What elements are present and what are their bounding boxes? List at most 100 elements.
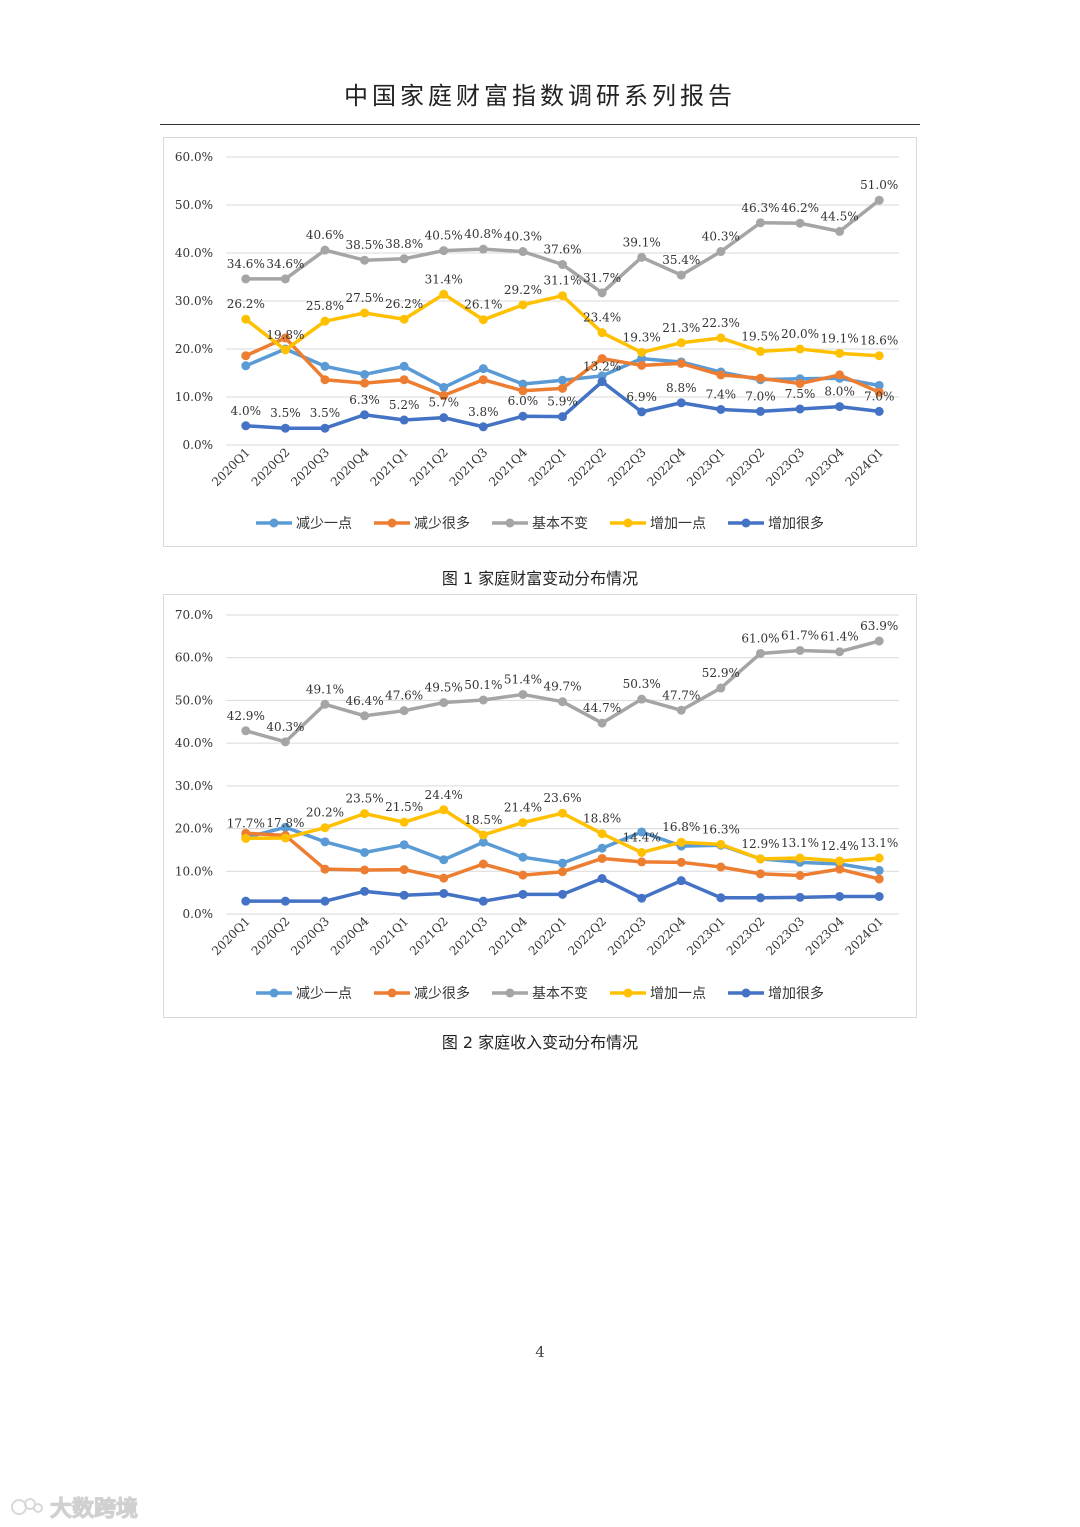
data-label-increase-slightly: 20.2% [306, 806, 344, 820]
data-label-increase-slightly: 18.8% [583, 812, 621, 826]
data-label-increase-greatly: 8.8% [666, 381, 697, 395]
data-point-unchanged [637, 694, 647, 704]
data-label-unchanged: 39.1% [623, 235, 661, 249]
data-point-unchanged [716, 683, 726, 693]
data-point-unchanged [835, 226, 845, 236]
y-tick-label: 70.0% [175, 608, 213, 622]
data-point-decrease-greatly [676, 358, 686, 368]
data-label-increase-slightly: 16.8% [662, 820, 700, 834]
legend-marker-decrease-slightly [269, 988, 279, 998]
data-label-increase-slightly: 23.5% [345, 792, 383, 806]
data-point-increase-greatly [241, 421, 251, 431]
data-point-decrease-slightly [637, 354, 647, 364]
x-tick-label: 2020Q4 [328, 914, 372, 958]
data-label-increase-slightly: 17.8% [266, 816, 304, 830]
data-point-decrease-greatly [478, 859, 488, 869]
data-label-increase-greatly: 7.4% [706, 387, 737, 401]
x-tick-label: 2020Q3 [288, 914, 332, 958]
data-point-unchanged [518, 247, 528, 257]
data-label-increase-slightly: 14.4% [623, 830, 661, 844]
data-point-increase-greatly [320, 423, 330, 433]
x-tick-label: 2022Q1 [526, 445, 570, 489]
data-point-increase-greatly [597, 377, 607, 387]
data-point-unchanged [795, 645, 805, 655]
y-tick-label: 60.0% [175, 651, 213, 665]
data-point-increase-slightly [241, 833, 251, 843]
data-label-unchanged: 34.6% [227, 257, 265, 271]
data-label-increase-greatly: 3.5% [270, 406, 301, 420]
data-point-decrease-slightly [874, 380, 884, 390]
data-label-increase-slightly: 19.3% [623, 330, 661, 344]
data-label-increase-greatly: 8.0% [824, 385, 855, 399]
figure-1-caption: 图 1 家庭财富变动分布情况 [441, 569, 639, 588]
data-point-decrease-slightly [558, 858, 567, 868]
x-tick-label: 2020Q2 [249, 445, 293, 489]
watermark: 大数跨境 [10, 1491, 139, 1523]
data-point-decrease-slightly [518, 852, 528, 862]
legend-marker-increase-greatly [741, 988, 751, 998]
data-label-unchanged: 44.5% [821, 209, 859, 223]
data-point-increase-slightly [241, 314, 251, 324]
data-point-increase-slightly [399, 817, 409, 827]
data-point-decrease-slightly [320, 361, 330, 371]
data-point-decrease-greatly [795, 871, 805, 881]
x-tick-label: 2020Q2 [249, 914, 293, 958]
data-point-decrease-greatly [399, 375, 409, 385]
data-point-decrease-greatly [320, 864, 330, 874]
data-label-unchanged: 42.9% [227, 709, 265, 723]
data-label-increase-slightly: 24.4% [425, 788, 463, 802]
y-tick-label: 50.0% [175, 693, 213, 707]
data-point-increase-slightly [558, 291, 567, 301]
data-point-decrease-slightly [399, 840, 409, 850]
data-point-increase-greatly [795, 404, 805, 414]
data-point-decrease-slightly [360, 369, 370, 379]
data-label-increase-greatly: 5.2% [389, 398, 420, 412]
data-label-unchanged: 50.1% [464, 678, 502, 692]
data-label-increase-slightly: 16.3% [702, 822, 740, 836]
x-tick-label: 2023Q1 [684, 445, 728, 489]
data-point-decrease-greatly [835, 864, 845, 874]
data-label-increase-greatly: 6.9% [626, 390, 657, 404]
data-point-increase-slightly [755, 346, 765, 356]
legend-label-decrease-greatly: 减少很多 [414, 985, 470, 1002]
x-tick-label: 2020Q4 [328, 445, 372, 489]
data-label-unchanged: 40.3% [504, 230, 542, 244]
x-tick-label: 2023Q2 [724, 914, 768, 958]
legend-marker-decrease-slightly [269, 518, 279, 528]
data-point-decrease-greatly [320, 375, 330, 385]
data-label-unchanged: 46.4% [345, 694, 383, 708]
legend-label-unchanged: 基本不变 [532, 515, 588, 532]
data-point-increase-greatly [755, 893, 765, 903]
x-tick-label: 2023Q1 [684, 914, 728, 958]
y-tick-label: 0.0% [183, 907, 214, 921]
data-point-decrease-greatly [518, 870, 528, 880]
data-point-unchanged [597, 718, 607, 728]
data-point-increase-greatly [676, 876, 686, 886]
data-point-increase-greatly [637, 407, 647, 417]
data-label-increase-greatly: 7.0% [864, 389, 895, 403]
data-point-unchanged [241, 274, 251, 284]
data-label-increase-slightly: 27.5% [345, 291, 383, 305]
data-point-unchanged [558, 697, 567, 707]
y-tick-label: 30.0% [175, 294, 213, 308]
data-point-decrease-slightly [241, 361, 251, 371]
data-point-increase-slightly [637, 347, 647, 357]
x-tick-label: 2021Q3 [447, 914, 491, 958]
x-tick-label: 2021Q2 [407, 445, 451, 489]
data-point-increase-slightly [676, 338, 686, 348]
data-point-increase-greatly [874, 891, 884, 901]
data-point-increase-greatly [518, 411, 528, 421]
data-point-increase-slightly [755, 854, 765, 864]
data-point-increase-greatly [637, 893, 647, 903]
data-label-increase-slightly: 25.8% [306, 299, 344, 313]
data-point-decrease-greatly [558, 383, 567, 393]
data-point-decrease-greatly [637, 360, 647, 370]
data-point-decrease-slightly [280, 822, 290, 832]
data-label-increase-slightly: 22.3% [702, 316, 740, 330]
x-tick-label: 2020Q1 [209, 914, 253, 958]
y-tick-label: 20.0% [175, 342, 213, 356]
data-point-unchanged [676, 270, 686, 280]
x-tick-label: 2024Q1 [842, 445, 886, 489]
data-point-unchanged [874, 636, 884, 646]
x-tick-label: 2020Q3 [288, 445, 332, 489]
